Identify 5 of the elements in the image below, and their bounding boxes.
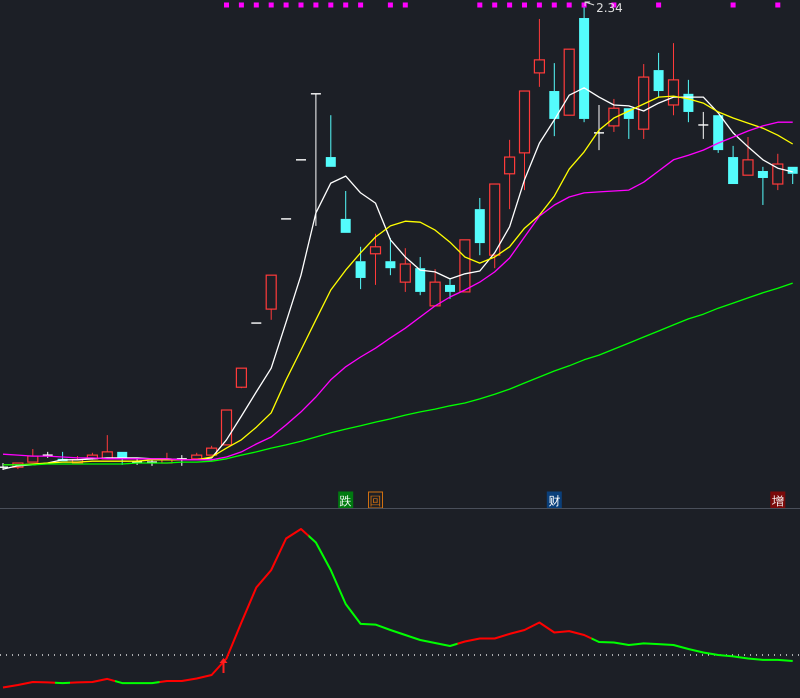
text: 增: [770, 494, 784, 508]
annotation: 2.34: [596, 1, 623, 15]
text: 财: [548, 494, 560, 508]
text: 回: [370, 494, 382, 508]
text: 跌: [340, 494, 352, 508]
